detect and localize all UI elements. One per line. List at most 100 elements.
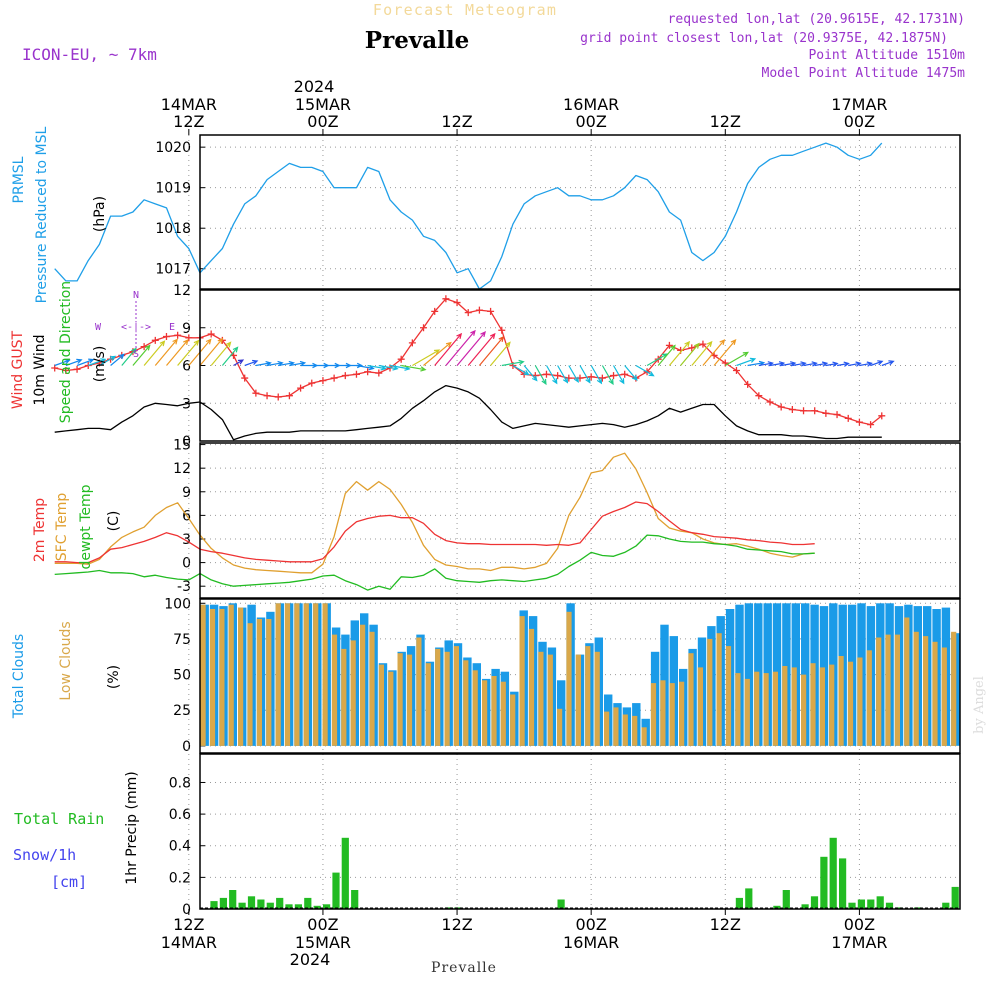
gust-marker [855,418,863,426]
low-cloud-bar [510,694,516,746]
wind-arrow [65,358,83,367]
precip-panel: 0 0.2 0.4 0.6 0.8 [169,753,961,918]
ytick-label-2: 6 [182,359,191,375]
low-cloud-bar [791,667,797,746]
ytick-label-2: 0.4 [169,839,191,855]
gust-marker [598,374,606,382]
low-cloud-bar [735,673,741,746]
wind-gust-label: Wind GUST [10,330,26,409]
gust-marker [475,306,483,314]
gust-marker [151,336,159,344]
low-clouds-label: Low Clouds [58,621,74,700]
top-hour-0: 12Z [173,112,204,131]
rain-bar [332,872,340,909]
point-altitude: Point Altitude 1510m [808,48,965,63]
wind-arrow [646,353,669,367]
panel-border [199,289,961,442]
wind-arrow [412,349,441,367]
low-cloud-bar [669,683,675,746]
wind-arrow [635,364,655,377]
footer-station: Prevalle [431,960,497,976]
rain-bar [341,837,349,909]
panel-border [199,442,961,599]
t2m-line [54,501,815,564]
wind-arrow [177,339,200,366]
low-cloud-bar [435,648,441,746]
low-cloud-bar [482,680,488,746]
low-cloud-bar [219,609,225,746]
wind-arrow [445,329,476,366]
low-cloud-bar [847,661,854,746]
rain-bar [857,899,865,909]
low-cloud-bar [256,619,262,746]
bottom-hour-2: 12Z [441,915,472,934]
gust-marker [420,324,428,332]
ytick-label-2: 50 [173,668,191,684]
total-cloud-bar [744,603,754,746]
wind-arrow [54,359,71,367]
wind-arrow [781,361,797,367]
wind-arrow [76,358,95,367]
gust-marker [51,364,59,372]
low-cloud-bar [500,681,506,746]
rain-bar [829,837,837,909]
grid-point-coords: grid point closest lon,lat (20.9375E, 42… [580,31,948,46]
low-cloud-bar [472,670,478,746]
gust-marker [330,374,338,382]
low-cloud-bar [397,653,403,746]
low-cloud-bar [725,646,732,746]
low-cloud-bar [350,640,356,746]
ytick-label-0: 0 [182,739,191,755]
wind-arrow [423,341,452,366]
low-cloud-bar [416,637,422,746]
low-cloud-bar [688,653,694,746]
wind-arrow [668,340,691,366]
low-cloud-bar [754,671,760,746]
ytick-label-5: 12 [173,461,191,477]
wind-arrow [456,331,486,366]
ytick-label-4: 12 [173,283,191,299]
rain-bar [820,856,828,909]
gust-marker [185,334,193,342]
gust-marker [788,406,796,414]
wind-arrow [467,332,496,366]
gust-marker [565,374,573,382]
low-cloud-bar [594,651,600,746]
low-cloud-bar [294,603,300,746]
ytick-label-6: 15 [173,438,191,454]
rain-bar [745,888,753,909]
low-cloud-bar [829,664,835,746]
gust-marker [610,372,618,380]
station-title: Prevalle [365,27,469,54]
gust-marker [744,380,752,388]
low-cloud-bar [876,637,882,746]
low-cloud-bar [894,634,900,746]
bottom-hour-1: 00Z [307,915,338,934]
gust-marker [319,377,327,385]
gust-marker [777,403,785,411]
gust-marker [844,414,852,422]
clouds-panel: 0 25 50 75 100 [164,596,961,755]
gust-marker [487,307,495,315]
snow-unit: [cm] [51,873,87,891]
gust-marker [464,309,472,317]
wind-arrow [568,365,579,383]
product-title: Forecast Meteogram [373,1,557,19]
wind-arrow [545,365,558,385]
gust-marker [822,409,830,417]
wind-arrow [680,342,700,366]
rain-bar [445,907,453,909]
wind-arrow [624,365,638,381]
gust-marker [73,365,81,373]
wind-speed-dir-label: Speed and Direction [58,281,74,423]
gust-marker [397,355,405,363]
compass-n: N [133,290,139,301]
pressure-msl-label: Pressure Reduced to MSL [34,126,50,303]
low-cloud-bar [341,648,347,746]
wind-arrow [713,339,737,366]
low-cloud-bar [453,646,459,746]
low-cloud-bar [547,654,553,746]
